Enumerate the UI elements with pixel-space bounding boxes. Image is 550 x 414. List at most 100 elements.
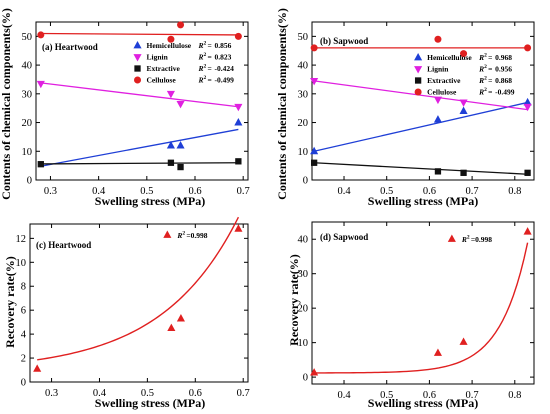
legend-entry: Hemicellulose R 2 = 0.968 <box>414 53 512 62</box>
x-axis-title: Swelling stress (MPa) <box>368 194 478 208</box>
series-cellulose <box>310 35 532 58</box>
data-point <box>459 106 468 114</box>
y-tick-label: 0 <box>21 378 26 389</box>
fit-curve <box>37 216 240 361</box>
data-point <box>433 96 442 105</box>
x-tick-label: 0.7 <box>237 186 250 197</box>
data-point <box>134 65 141 72</box>
legend-label: Hemicellulose <box>147 41 192 50</box>
series-hemicellulose <box>310 97 532 155</box>
y-tick-label: 2 <box>21 354 26 365</box>
data-point <box>310 146 319 155</box>
data-point <box>310 44 318 52</box>
series-cellulose <box>37 21 242 43</box>
y-tick-label: 10 <box>22 147 33 158</box>
y-tick-label: 20 <box>22 118 33 129</box>
x-tick-label: 0.3 <box>44 186 57 197</box>
legend-r2-exponent: 2 <box>467 235 470 241</box>
y-tick-label: 10 <box>298 147 309 158</box>
legend-entry: Hemicellulose R 2 = 0.856 <box>133 41 232 50</box>
data-point <box>414 66 423 74</box>
legend-r2-label: R <box>198 64 204 73</box>
y-tick-label: 12 <box>16 234 27 245</box>
data-point <box>460 50 468 58</box>
data-point <box>37 31 45 39</box>
legend-r2-exponent: 2 <box>204 75 207 81</box>
x-tick-label: 0.4 <box>337 390 351 401</box>
data-point <box>235 158 242 165</box>
series-lignin <box>310 77 532 112</box>
data-point <box>459 337 468 345</box>
legend-r2-equals: = <box>488 65 492 74</box>
y-tick-label: 6 <box>21 306 26 317</box>
data-point <box>166 90 175 99</box>
panel-label: (d) Sapwood <box>320 232 368 242</box>
x-tick-label: 0.4 <box>337 186 351 197</box>
x-tick-label: 0.8 <box>508 390 521 401</box>
panel-a-chart: (a) Heartwood Swelling stress (MPa) Cont… <box>0 8 250 208</box>
y-tick-label: 0 <box>303 373 308 384</box>
data-point <box>133 41 142 49</box>
y-tick-label: 30 <box>298 269 309 280</box>
y-tick-label: 10 <box>298 338 309 349</box>
x-tick-label: 0.7 <box>466 390 479 401</box>
legend-entry: Lignin R 2 = 0.823 <box>133 52 232 62</box>
data-point <box>177 21 185 29</box>
legend-r2-label: R <box>198 53 204 62</box>
panel-label: (a) Heartwood <box>42 42 98 52</box>
legend-r2-equals: = <box>208 41 212 50</box>
data-point <box>523 103 532 112</box>
panel-d-chart: (d) Sapwood Swelling stress (MPa) Recove… <box>287 221 535 410</box>
data-point <box>133 54 142 62</box>
data-point <box>460 169 467 176</box>
legend-r2-value: 0.823 <box>215 53 232 62</box>
data-point <box>524 169 531 176</box>
legend-entry: Cellulose R 2 = -0.499 <box>414 87 515 97</box>
data-point <box>433 115 442 123</box>
legend-r2-value: -0.499 <box>215 76 235 85</box>
x-tick-label: 0.5 <box>140 186 153 197</box>
legend-r2-label: R <box>478 53 484 62</box>
legend-entry: Lignin R 2 = 0.956 <box>414 64 512 74</box>
x-tick-label: 0.6 <box>423 186 436 197</box>
data-point <box>33 364 42 372</box>
fit-line <box>40 128 239 167</box>
x-tick-label: 0.6 <box>189 388 202 399</box>
x-tick-label: 0.3 <box>45 388 58 399</box>
fit-line <box>40 32 239 36</box>
legend-r2-equals: = <box>208 53 212 62</box>
y-tick-label: 20 <box>298 304 309 315</box>
data-point <box>310 159 318 166</box>
legend-r2-value: 0.968 <box>495 53 512 62</box>
legend-label: Extractive <box>427 76 461 85</box>
y-tick-label: 40 <box>22 61 33 72</box>
data-point <box>523 227 532 235</box>
fit-line <box>314 80 528 111</box>
y-tick-label: 20 <box>298 118 309 129</box>
y-tick-label: 30 <box>22 89 33 100</box>
legend-entry: R 2 =0.998 <box>447 234 492 244</box>
data-point <box>37 161 44 168</box>
y-axis-title: Recovery rate(%) <box>287 254 301 346</box>
data-point <box>176 141 185 149</box>
x-tick-label: 0.5 <box>141 388 154 399</box>
data-point <box>414 77 422 84</box>
legend-label: Extractive <box>147 64 181 73</box>
x-axis-title: Swelling stress (MPa) <box>95 194 205 208</box>
data-point <box>524 44 532 52</box>
data-point <box>523 97 532 106</box>
legend-r2-label: R <box>478 76 484 85</box>
x-tick-label: 0.8 <box>508 186 521 197</box>
x-tick-label: 0.4 <box>92 186 106 197</box>
legend-r2-label: R <box>176 231 182 240</box>
legend-r2-equals: = <box>488 76 492 85</box>
series-hemicellulose <box>40 118 243 167</box>
data-point <box>414 88 422 96</box>
x-tick-label: 0.5 <box>380 186 393 197</box>
fit-line <box>40 82 239 108</box>
fit-curve <box>314 242 529 374</box>
legend-label: Lignin <box>427 65 449 74</box>
legend-r2-label: R <box>198 76 204 85</box>
legend-entry: R 2 =0.998 <box>163 230 208 240</box>
data-point <box>177 163 184 171</box>
